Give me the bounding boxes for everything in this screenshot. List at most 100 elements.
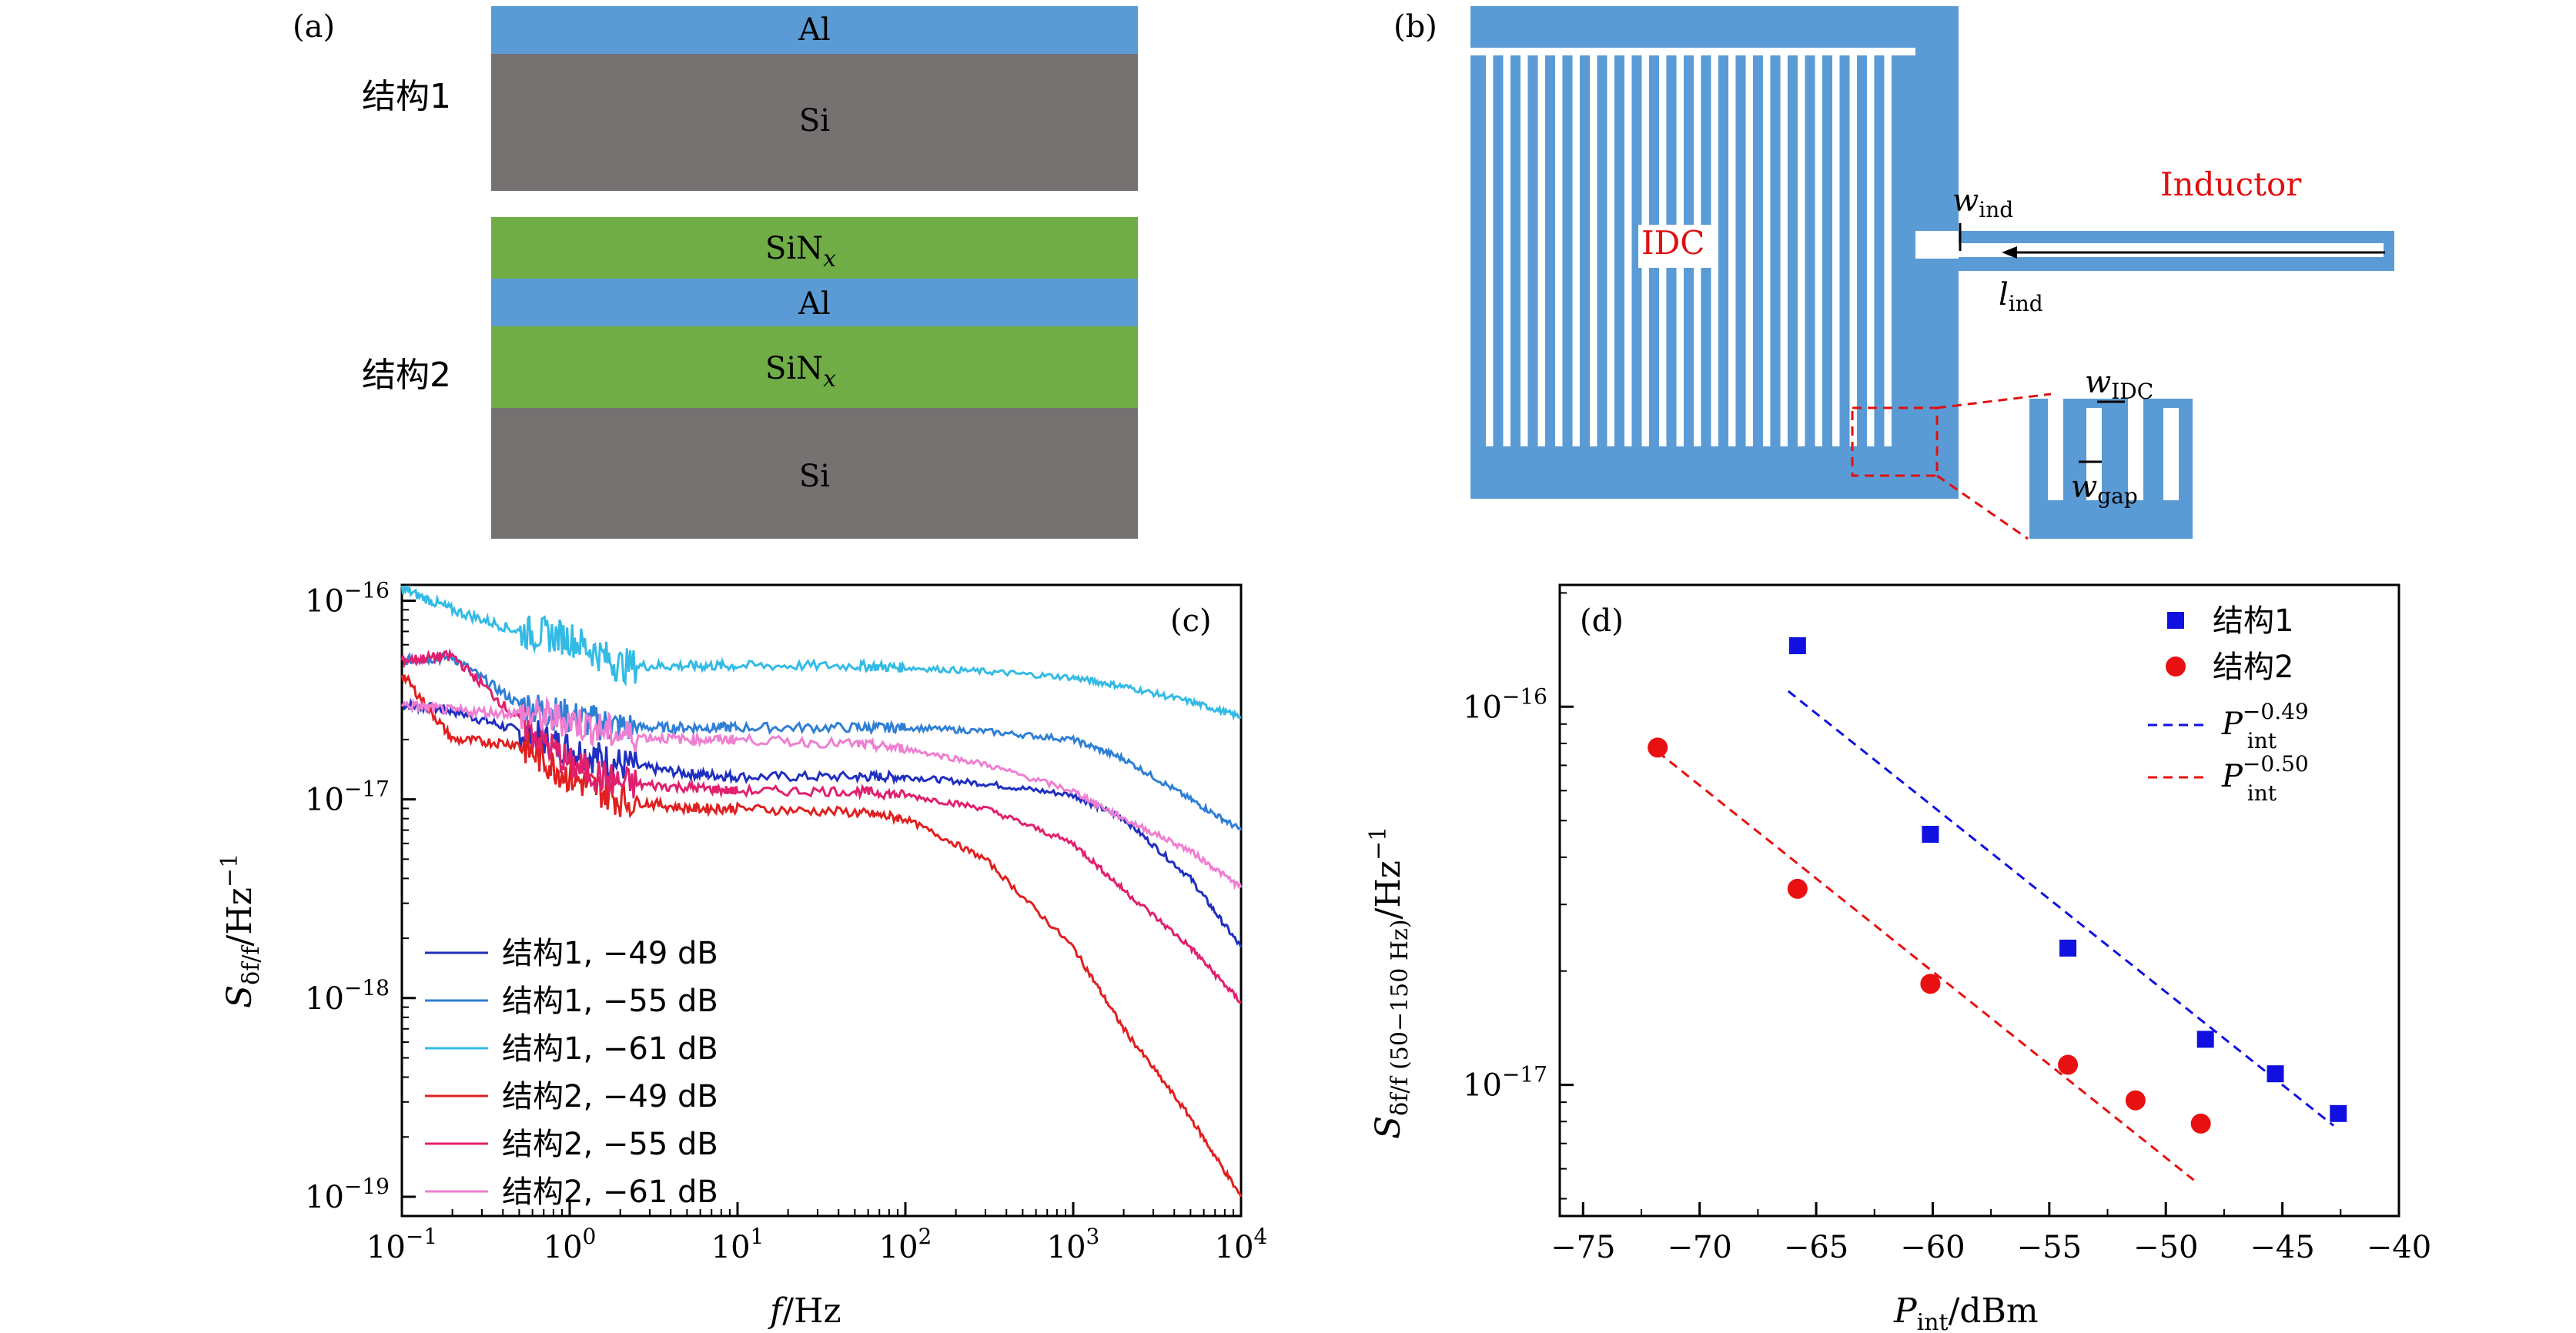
x-tick-label: −70 [1667, 1230, 1731, 1265]
s2-sin-bottom-layer [491, 326, 1138, 408]
inset-gap [2128, 399, 2143, 500]
point-circle [1787, 878, 1808, 899]
x-tick-label: 102 [879, 1224, 932, 1265]
x-tick-label: 100 [544, 1224, 597, 1265]
panel-d-ylabel: Sδf/f (50−150 Hz)/Hz−1 [1365, 827, 1413, 1139]
y-tick-label: 10−17 [305, 777, 390, 818]
panel-d-chart: (d) −75 −70 −65 −60 −55 −50 −45 −40 10−16 10−17 结… [1365, 583, 2431, 1333]
s2-sin-bottom-text: SiNx [765, 351, 836, 393]
point-square [2267, 1065, 2284, 1083]
panel-c-series [400, 583, 1243, 1198]
x-tick-label: 10−1 [366, 1224, 437, 1265]
idc-gap [1555, 48, 1563, 454]
point-square [2330, 1104, 2347, 1122]
s1-si-text: Si [799, 103, 830, 139]
idc-gap [1867, 48, 1875, 454]
idc-gap [1572, 54, 1580, 460]
idc-gap [1780, 54, 1788, 460]
s1-si-layer [491, 54, 1138, 191]
w-ind-label: wind [1952, 183, 2013, 222]
idc-gap [1486, 48, 1494, 454]
point-square [2059, 939, 2077, 957]
x-tick-label: −45 [2250, 1230, 2314, 1265]
zoom-inset [2029, 399, 2193, 539]
structure1-label: 结构1 [362, 77, 451, 116]
l-ind-label: lind [1999, 277, 2043, 316]
panel-c-xlabel: f/Hz [768, 1291, 841, 1331]
zoom-line-top [1936, 393, 2052, 409]
series-line-5 [400, 696, 1243, 890]
y-tick-label: 10−17 [1463, 1062, 1547, 1104]
panel-c-ticks: 10−1 100 101 102 103 104 10−16 10−17 10−18 10−19 [305, 577, 1267, 1265]
s1-al-text: Al [798, 12, 831, 48]
x-tick-label: 104 [1215, 1224, 1268, 1265]
w-idc-label: wIDC [2085, 365, 2153, 404]
x-tick-label: 103 [1047, 1224, 1100, 1265]
point-circle [1648, 737, 1668, 758]
x-tick-label: −60 [1900, 1230, 1965, 1265]
panel-c-ylabel: Sδf/f/Hz−1 [216, 854, 265, 1008]
legend-label-4: 结构2, −55 dB [502, 1127, 718, 1162]
structure2-label: 结构2 [362, 356, 451, 395]
series-line-1 [401, 650, 1243, 831]
x-tick-label: −50 [2133, 1230, 2198, 1265]
panel-d-label: (d) [1580, 603, 1624, 639]
l-ind-arrowhead [2002, 246, 2017, 259]
idc-gap [1798, 48, 1805, 454]
idc-gap [1815, 54, 1822, 460]
point-square [1922, 826, 1939, 844]
panel-c-frame [400, 583, 1243, 1218]
idc-gap [1503, 54, 1510, 460]
x-tick-label: −40 [2367, 1230, 2431, 1265]
inset-base [2029, 500, 2193, 539]
panel-c-label: (c) [1170, 603, 1212, 639]
x-tick-label: 101 [711, 1224, 764, 1265]
series-line-2 [400, 583, 1242, 721]
inset-gap [2086, 408, 2102, 509]
idc-gap [1590, 48, 1597, 454]
s2-sin-top-text: SiNx [765, 231, 836, 272]
x-tick-label: −75 [1551, 1230, 1615, 1265]
idc-gap [1849, 54, 1857, 460]
x-tick-label: −65 [1784, 1230, 1848, 1265]
x-tick-label: −55 [2017, 1230, 2082, 1265]
legend-label-1: 结构2 [2213, 650, 2293, 685]
s2-al-layer [491, 279, 1138, 326]
s1-al-layer [491, 6, 1138, 54]
zoom-line-bottom [1936, 474, 2029, 540]
point-circle [2058, 1054, 2079, 1075]
idc-gap [1728, 48, 1736, 454]
legend-marker-0 [2167, 612, 2184, 629]
point-circle [2125, 1090, 2146, 1111]
idc-gap [1521, 48, 1528, 454]
idc-gap [1624, 48, 1632, 454]
idc-gap [1607, 54, 1614, 460]
legend-label-0: 结构1 [2213, 603, 2293, 639]
y-tick-label: 10−16 [1463, 683, 1547, 725]
legend-label-3: 结构2, −49 dB [502, 1079, 718, 1114]
panel-d-ticks: −75 −70 −65 −60 −55 −50 −45 −40 10−16 10−17 [1463, 592, 2431, 1265]
inductor-label: Inductor [2160, 165, 2302, 203]
s2-si-text: Si [799, 459, 830, 494]
s2-sin-top-layer [491, 217, 1138, 279]
idc-gap [1745, 54, 1753, 460]
idc-gap [1537, 54, 1545, 460]
point-circle [1920, 974, 1941, 994]
w-gap-label: wgap [2071, 469, 2138, 509]
inset-gap [2163, 408, 2179, 509]
fit-line-1 [1657, 750, 2195, 1181]
legend-label-5: 结构2, −61 dB [502, 1174, 718, 1210]
legend-label-0: 结构1, −49 dB [502, 936, 718, 971]
point-square [1788, 637, 1806, 655]
legend-marker-1 [2166, 656, 2186, 677]
idc-gap [1763, 48, 1771, 454]
legend-label-1: 结构1, −55 dB [502, 984, 718, 1019]
legend-label-2: 结构1, −61 dB [502, 1031, 718, 1067]
y-tick-label: 10−19 [305, 1174, 390, 1215]
y-tick-label: 10−16 [305, 577, 390, 619]
s2-si-layer [491, 408, 1138, 539]
series-line-4 [400, 648, 1242, 1004]
panel-b: (b) IDC Inductor wind lind wIDC wgap [1393, 6, 2394, 540]
panel-d-xlabel: Pint/dBm [1893, 1291, 2039, 1333]
